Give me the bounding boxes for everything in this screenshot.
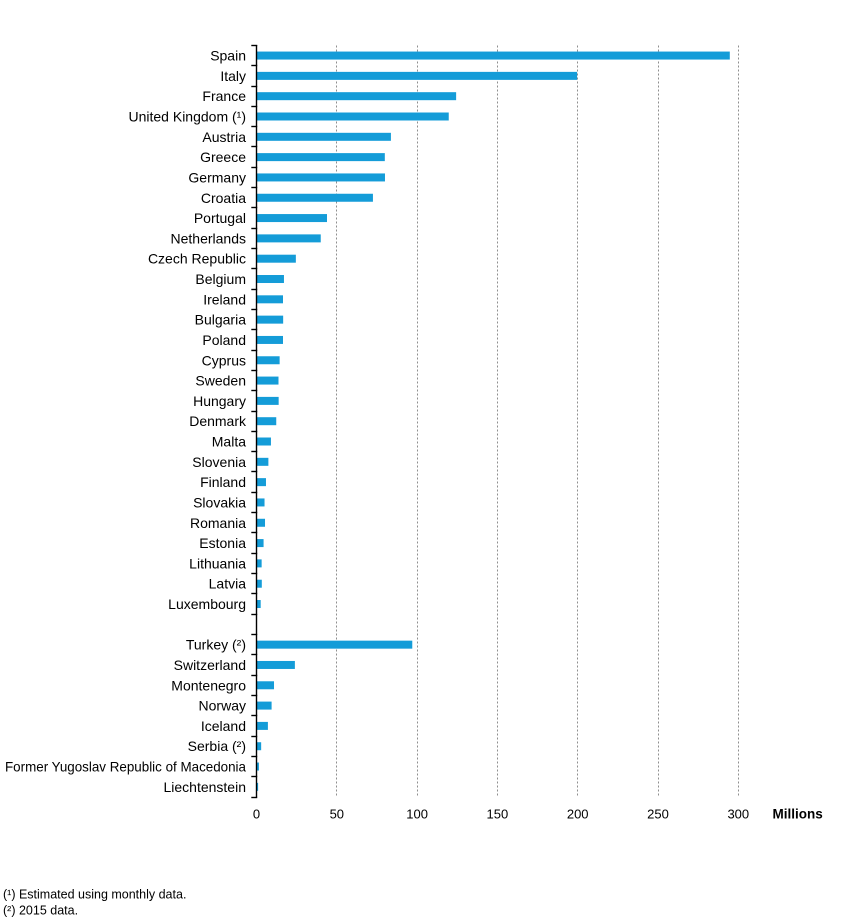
svg-text:100: 100	[406, 806, 428, 821]
svg-text:Lithuania: Lithuania	[189, 555, 246, 571]
svg-text:Croatia: Croatia	[201, 190, 246, 206]
svg-text:(¹) Estimated using monthly da: (¹) Estimated using monthly data.	[3, 888, 186, 902]
svg-text:Sweden: Sweden	[195, 373, 246, 389]
svg-text:Latvia: Latvia	[209, 576, 247, 592]
svg-text:Estonia: Estonia	[199, 535, 246, 551]
svg-text:50: 50	[330, 806, 344, 821]
svg-text:300: 300	[727, 806, 749, 821]
svg-text:Norway: Norway	[199, 698, 246, 714]
svg-text:Greece: Greece	[200, 149, 246, 165]
svg-text:Denmark: Denmark	[189, 413, 247, 429]
svg-text:Millions: Millions	[773, 806, 823, 821]
svg-text:Portugal: Portugal	[194, 210, 246, 226]
svg-text:Poland: Poland	[202, 332, 246, 348]
svg-text:Turkey (²): Turkey (²)	[186, 637, 246, 653]
svg-text:Slovakia: Slovakia	[193, 494, 246, 510]
svg-text:Germany: Germany	[188, 169, 246, 185]
svg-text:Spain: Spain	[210, 48, 246, 64]
svg-text:Cyprus: Cyprus	[202, 352, 246, 368]
svg-text:Finland: Finland	[200, 474, 246, 490]
svg-text:Italy: Italy	[220, 68, 246, 84]
svg-text:Serbia (²): Serbia (²)	[188, 738, 246, 754]
svg-text:(²) 2015 data.: (²) 2015 data.	[3, 904, 78, 918]
svg-text:Ireland: Ireland	[203, 291, 246, 307]
svg-text:Austria: Austria	[202, 129, 246, 145]
svg-text:150: 150	[487, 806, 509, 821]
svg-text:United Kingdom (¹): United Kingdom (¹)	[129, 109, 247, 125]
svg-text:Slovenia: Slovenia	[192, 454, 246, 470]
svg-text:Hungary: Hungary	[193, 393, 246, 409]
svg-text:Iceland: Iceland	[201, 718, 246, 734]
svg-text:Belgium: Belgium	[195, 271, 246, 287]
svg-text:200: 200	[567, 806, 589, 821]
svg-text:0: 0	[253, 806, 260, 821]
svg-text:Liechtenstein: Liechtenstein	[163, 779, 246, 795]
svg-text:Luxembourg: Luxembourg	[168, 596, 246, 612]
svg-text:Bulgaria: Bulgaria	[195, 312, 247, 328]
svg-text:France: France	[202, 88, 246, 104]
svg-text:Montenegro: Montenegro	[171, 677, 246, 693]
svg-text:Switzerland: Switzerland	[174, 657, 246, 673]
svg-text:Romania: Romania	[190, 515, 246, 531]
svg-text:Czech Republic: Czech Republic	[148, 251, 246, 267]
svg-text:Netherlands: Netherlands	[171, 230, 247, 246]
svg-text:250: 250	[647, 806, 669, 821]
svg-text:Malta: Malta	[212, 434, 246, 450]
svg-text:Former Yugoslav Republic of Ma: Former Yugoslav Republic of Macedonia	[5, 759, 246, 775]
